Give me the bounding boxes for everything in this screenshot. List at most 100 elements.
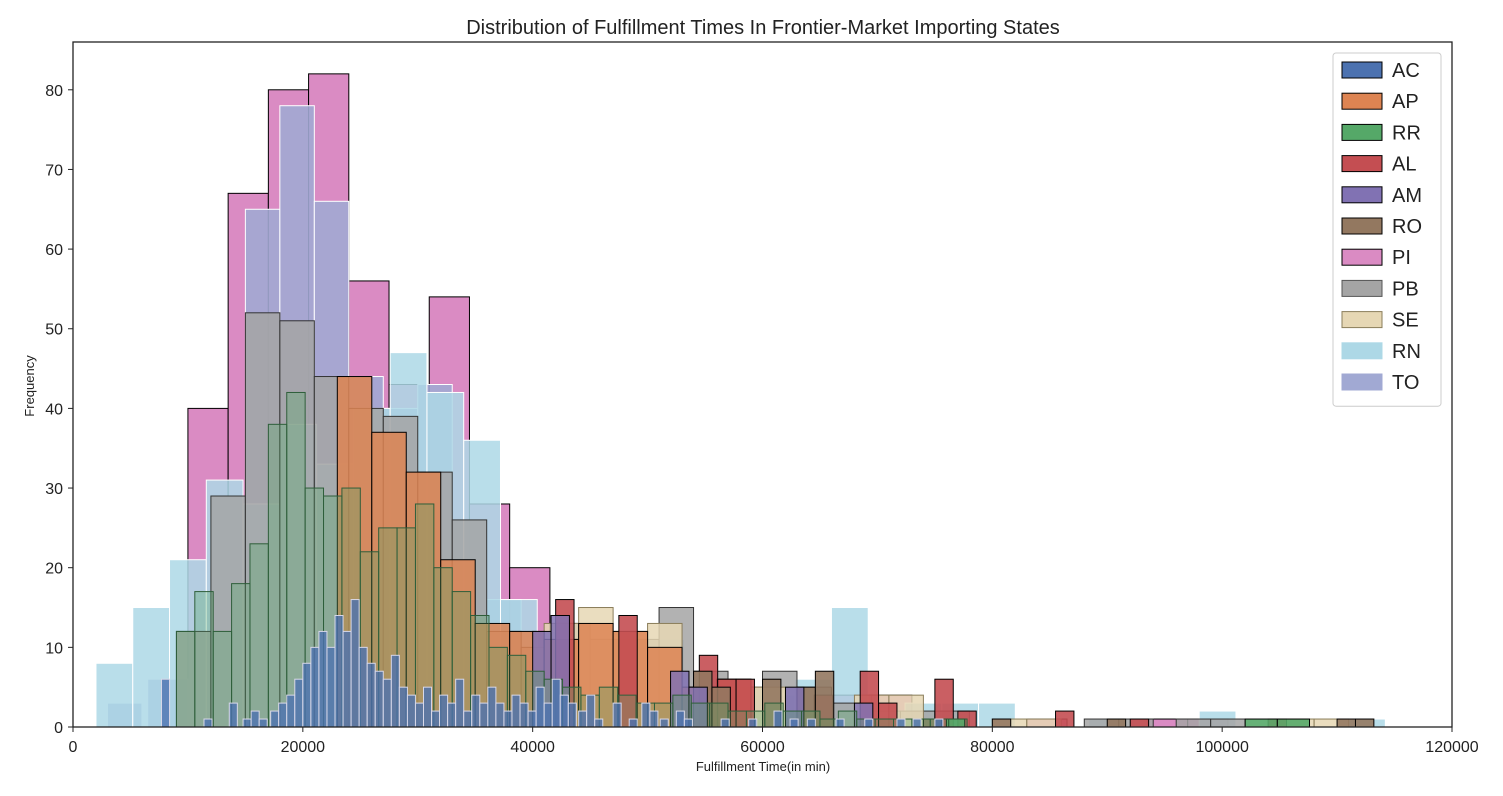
y-tick-label: 40 xyxy=(45,401,63,418)
y-axis-label: Frequency xyxy=(22,355,37,417)
histogram-bar xyxy=(874,718,895,728)
histogram-bar xyxy=(342,630,352,728)
legend-label-rr: RR xyxy=(1392,122,1421,144)
histogram-bar xyxy=(350,599,360,728)
histogram-bar xyxy=(511,694,521,728)
histogram-bar xyxy=(405,471,442,728)
legend-swatch-pi xyxy=(1341,248,1383,266)
legend-label-ro: RO xyxy=(1392,216,1422,238)
histogram-bar xyxy=(423,686,433,728)
legend-swatch-se xyxy=(1341,311,1383,329)
histogram-bar xyxy=(675,710,685,728)
y-tick-label: 50 xyxy=(45,322,63,339)
histogram-bar xyxy=(559,694,569,728)
legend-swatch-rr xyxy=(1341,123,1383,141)
y-axis: 0 10 20 30 40 50 60 70 80 xyxy=(45,83,73,737)
x-tick-label: 40000 xyxy=(510,739,555,756)
legend-label-ac: AC xyxy=(1392,60,1420,82)
histogram-bar xyxy=(258,718,268,728)
histogram-bar xyxy=(835,718,845,728)
histogram-bar xyxy=(286,694,296,728)
histogram-bar xyxy=(1129,718,1150,728)
legend: AC AP RR AL AM RO PI PB SE RN TO xyxy=(1332,52,1442,407)
histogram-bar xyxy=(398,686,408,728)
histogram-bar xyxy=(586,694,596,728)
histogram-bar xyxy=(463,710,473,728)
y-tick-label: 10 xyxy=(45,640,63,657)
histogram-bar xyxy=(683,718,693,728)
legend-label-am: AM xyxy=(1392,185,1422,207)
histogram-bar xyxy=(543,702,553,728)
histogram-bar xyxy=(439,694,449,728)
histogram-bar xyxy=(912,718,922,728)
histogram-bar xyxy=(690,702,711,728)
histogram-bar xyxy=(1055,710,1075,728)
histogram-bar xyxy=(318,630,328,728)
histogram-bar xyxy=(519,702,529,728)
x-tick-label: 120000 xyxy=(1425,739,1478,756)
histogram-bar xyxy=(527,710,537,728)
histogram-bar xyxy=(720,718,730,728)
histogram-bar xyxy=(567,702,577,728)
y-tick-label: 0 xyxy=(54,720,63,737)
y-tick-label: 20 xyxy=(45,561,63,578)
histogram-bar xyxy=(578,622,614,728)
legend-label-ap: AP xyxy=(1392,91,1419,113)
histogram-bar xyxy=(278,702,288,728)
histogram-bar xyxy=(641,702,651,728)
x-tick-label: 80000 xyxy=(970,739,1015,756)
histogram-bar xyxy=(594,718,604,728)
histogram-bar xyxy=(160,678,171,728)
histogram-bar xyxy=(1276,718,1311,728)
legend-label-rn: RN xyxy=(1392,341,1421,363)
legend-swatch-ac xyxy=(1341,61,1383,79)
histogram-bar xyxy=(203,718,213,728)
histogram-bar xyxy=(991,718,1012,728)
histogram-bar xyxy=(495,702,505,728)
histogram-bar xyxy=(431,710,441,728)
histogram-bar xyxy=(279,320,315,728)
histogram-bar xyxy=(659,718,669,728)
histogram-bar xyxy=(487,686,497,728)
histogram-bar xyxy=(414,702,424,728)
x-tick-label: 20000 xyxy=(281,739,326,756)
histogram-bar xyxy=(242,718,252,728)
x-tick-label: 0 xyxy=(69,739,78,756)
x-axis-label: Fulfillment Time(in min) xyxy=(696,759,830,774)
legend-swatch-pb xyxy=(1341,279,1383,297)
y-tick-label: 80 xyxy=(45,83,63,100)
histogram-bar xyxy=(175,630,196,728)
histogram-bar xyxy=(1175,718,1212,728)
legend-label-to: TO xyxy=(1392,372,1419,394)
histogram-bar xyxy=(95,662,134,728)
legend-label-se: SE xyxy=(1392,310,1419,332)
legend-swatch-am xyxy=(1341,186,1383,204)
histogram-bar xyxy=(366,662,376,728)
histogram-bar xyxy=(479,702,489,728)
y-tick-label: 30 xyxy=(45,481,63,498)
histogram-bar xyxy=(578,710,588,728)
bars-layer xyxy=(95,73,1386,728)
histogram-bar xyxy=(864,718,874,728)
histogram-bar xyxy=(326,646,336,728)
x-tick-label: 100000 xyxy=(1195,739,1248,756)
histogram-bar xyxy=(228,702,238,728)
legend-swatch-ro xyxy=(1341,217,1383,235)
legend-swatch-to xyxy=(1341,373,1383,391)
x-tick-label: 60000 xyxy=(740,739,785,756)
histogram-bar xyxy=(270,710,280,728)
histogram-bar xyxy=(1106,718,1127,728)
histogram-bar xyxy=(948,718,968,728)
histogram-bar xyxy=(455,678,465,728)
histogram-bar xyxy=(649,710,659,728)
x-axis: 0 20000 40000 60000 80000 100000 120000 xyxy=(69,727,1479,756)
histogram-bar xyxy=(382,678,392,728)
histogram-bar xyxy=(535,686,545,728)
legend-label-pb: PB xyxy=(1392,278,1419,300)
histogram-bar xyxy=(1244,718,1278,728)
histogram-bar xyxy=(1210,718,1246,728)
chart-title: Distribution of Fulfillment Times In Fro… xyxy=(466,17,1060,39)
histogram-bar xyxy=(934,718,944,728)
